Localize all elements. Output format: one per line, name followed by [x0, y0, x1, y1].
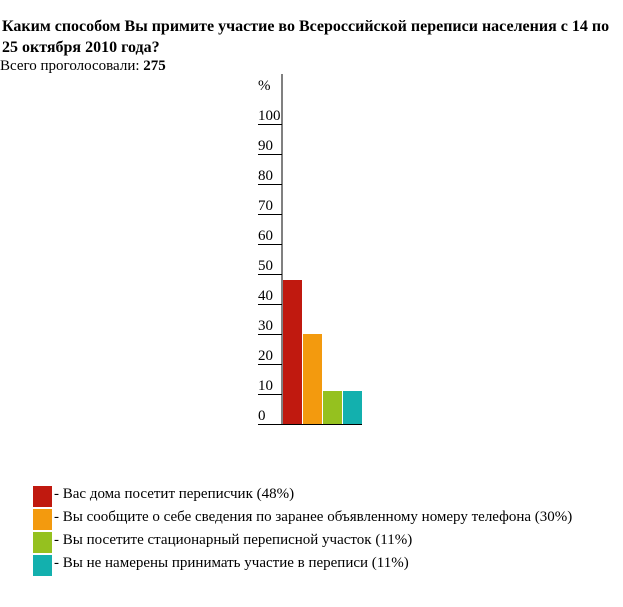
y-tick-label: 10	[258, 378, 273, 394]
legend-swatch	[33, 532, 52, 553]
total-votes-label: Всего проголосовали:	[0, 58, 140, 74]
y-tick-label: 80	[258, 168, 273, 184]
total-votes-value: 275	[143, 58, 166, 74]
chart-legend: - Вас дома посетит переписчик (48%) - Вы …	[33, 486, 593, 578]
legend-label: - Вы посетите стационарный переписной уч…	[54, 532, 413, 548]
y-axis-unit-label: %	[258, 78, 271, 94]
poll-title: Каким способом Вы примите участие во Все…	[2, 18, 610, 56]
bar-chart: % 0 10 20 30 40 50 60 70 80 90 100	[258, 74, 362, 425]
legend-swatch	[33, 509, 52, 530]
legend-item: - Вы сообщите о себе сведения по заранее…	[33, 509, 593, 530]
legend-label: - Вас дома посетит переписчик (48%)	[54, 486, 295, 502]
y-tick-label: 40	[258, 288, 273, 304]
y-tick-label: 100	[258, 108, 281, 124]
bar	[323, 391, 342, 424]
legend-item: - Вы не намерены принимать участие в пер…	[33, 555, 593, 576]
y-tick-label: 0	[258, 408, 266, 424]
legend-item: - Вас дома посетит переписчик (48%)	[33, 486, 593, 507]
legend-label: - Вы не намерены принимать участие в пер…	[54, 555, 409, 571]
y-tick-label: 70	[258, 198, 273, 214]
y-tick-label: 20	[258, 348, 273, 364]
bar	[283, 280, 302, 424]
y-tick-label: 50	[258, 258, 273, 274]
bar	[303, 334, 322, 424]
total-votes: Всего проголосовали: 275	[0, 57, 166, 75]
legend-item: - Вы посетите стационарный переписной уч…	[33, 532, 593, 553]
y-tick-label: 30	[258, 318, 273, 334]
y-tick-label: 60	[258, 228, 273, 244]
y-tick-label: 90	[258, 138, 273, 154]
legend-label: - Вы сообщите о себе сведения по заранее…	[54, 509, 573, 525]
legend-swatch	[33, 486, 52, 507]
legend-swatch	[33, 555, 52, 576]
bar	[343, 391, 362, 424]
